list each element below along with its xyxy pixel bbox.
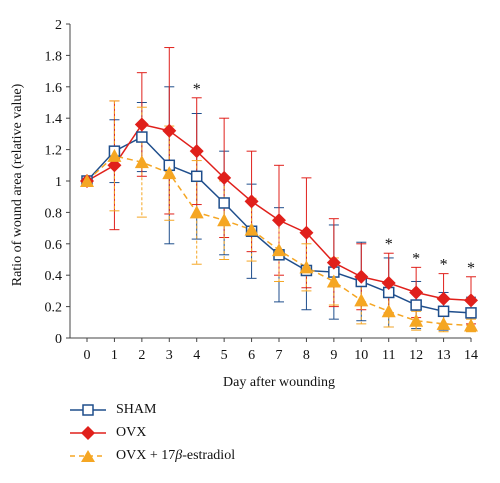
data-point <box>134 155 149 169</box>
data-point <box>437 305 450 318</box>
x-tick-label: 1 <box>111 348 118 363</box>
legend-item-sham: SHAM <box>70 398 330 421</box>
legend-label-sham: SHAM <box>116 401 157 417</box>
y-tick-label: 1.2 <box>45 144 63 159</box>
data-point <box>272 213 286 228</box>
error-bars <box>109 47 476 333</box>
data-point <box>381 304 396 318</box>
x-tick-label: 5 <box>221 348 228 363</box>
data-point <box>299 225 314 240</box>
legend-symbol-sham <box>70 403 106 416</box>
data-point <box>326 274 341 288</box>
x-tick-label: 8 <box>303 348 310 363</box>
legend-symbol-ovx-estradiol <box>70 449 106 462</box>
data-point <box>354 293 369 307</box>
x-tick-label: 10 <box>354 348 368 363</box>
x-tick-label: 7 <box>276 348 283 363</box>
y-tick-label: 2 <box>55 18 62 33</box>
significance-star: * <box>385 236 393 253</box>
significance-star: * <box>440 257 448 274</box>
x-tick-label: 14 <box>464 348 478 363</box>
data-point <box>354 269 369 284</box>
data-point <box>134 117 149 132</box>
x-tick-label: 4 <box>193 348 200 363</box>
x-axis-label: Day after wounding <box>223 375 335 390</box>
data-point <box>190 170 203 183</box>
data-point <box>464 293 478 308</box>
data-point <box>464 318 478 332</box>
y-axis-label: Ratio of wound area (relative value) <box>10 83 25 286</box>
legend: SHAM OVX OVX + 17β-estradiol <box>70 398 330 467</box>
x-tick-label: 0 <box>84 348 91 363</box>
series-markers <box>80 117 478 332</box>
data-point <box>217 170 232 185</box>
data-point <box>162 123 177 138</box>
data-point <box>244 222 259 236</box>
data-point <box>436 291 451 306</box>
significance-star: * <box>193 81 201 98</box>
data-point <box>436 316 451 330</box>
data-point <box>217 213 232 227</box>
data-point <box>326 255 341 270</box>
data-point <box>299 260 314 274</box>
data-point <box>189 144 204 159</box>
data-point <box>381 276 396 291</box>
data-point <box>218 197 230 209</box>
data-point <box>409 313 424 327</box>
x-tick-label: 2 <box>138 348 145 363</box>
data-point <box>244 194 259 209</box>
data-point <box>136 131 148 143</box>
x-tick-label: 6 <box>248 348 255 363</box>
x-tick-label: 12 <box>409 348 423 363</box>
data-point <box>465 307 477 319</box>
data-point <box>162 166 177 180</box>
y-tick-label: 0.2 <box>45 301 63 316</box>
legend-label-ovx-estradiol: OVX + 17β-estradiol <box>116 447 236 463</box>
legend-symbol-ovx <box>70 425 106 440</box>
x-tick-label: 11 <box>382 348 395 363</box>
data-point <box>107 148 122 162</box>
data-point <box>80 174 94 187</box>
x-tick-label: 9 <box>330 348 337 363</box>
y-tick-label: 1 <box>55 175 62 190</box>
data-point <box>189 205 204 219</box>
x-tick-label: 13 <box>437 348 451 363</box>
y-tick-label: 1.8 <box>45 49 63 64</box>
y-tick-label: 0 <box>55 332 62 347</box>
legend-item-ovx: OVX <box>70 421 330 444</box>
legend-label-ovx: OVX <box>116 424 147 440</box>
legend-item-ovx-estradiol: OVX + 17β-estradiol <box>70 444 330 467</box>
y-tick-label: 0.4 <box>45 269 63 284</box>
y-tick-label: 1.4 <box>45 112 63 127</box>
y-tick-label: 0.6 <box>45 238 63 253</box>
axes: 00.20.40.60.811.21.41.61.820 1 2 3 4 5 6 7 8 9 10 1… <box>45 18 479 363</box>
significance-star: * <box>412 250 420 267</box>
significance-star: * <box>467 260 475 277</box>
wound-area-chart: 00.20.40.60.811.21.41.61.820 1 2 3 4 5 6 7 8 9 10 1… <box>10 18 479 390</box>
data-point <box>410 299 422 311</box>
y-tick-label: 0.8 <box>45 206 63 221</box>
y-tick-label: 1.6 <box>45 81 63 96</box>
data-point <box>272 243 286 257</box>
significance-markers: * * * * * <box>193 81 475 277</box>
x-tick-label: 3 <box>166 348 173 363</box>
data-point <box>409 285 424 300</box>
